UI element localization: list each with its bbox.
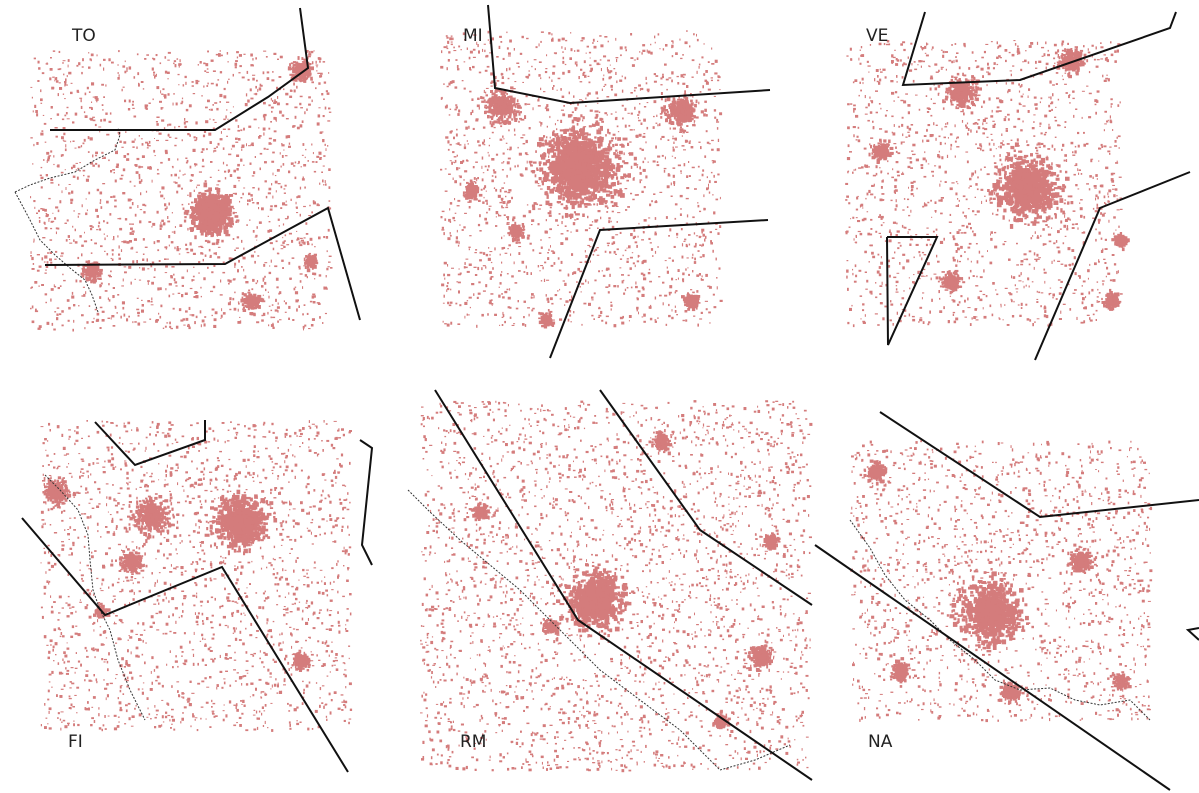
province-boundary-na-edge (1188, 628, 1199, 640)
panel-rm: RM (408, 390, 812, 780)
panel-label-na: NA (868, 732, 893, 752)
panel-label-ve: VE (866, 26, 888, 46)
panel-label-fi: FI (68, 732, 83, 752)
urban-area-na (850, 440, 1152, 722)
province-boundary-na-north (880, 412, 1199, 517)
province-boundary-mi-north (488, 5, 770, 103)
province-boundary-ve-north (903, 12, 1176, 85)
province-boundary-na-south (815, 545, 1170, 790)
panel-fi: FI (22, 420, 372, 772)
urban-area-rm (420, 400, 812, 772)
province-boundary-rm-east (600, 390, 812, 605)
panel-label-to: TO (71, 26, 96, 46)
urban-area-mi (440, 30, 723, 328)
coastline-rm (408, 490, 790, 770)
province-boundary-fi-east (360, 440, 372, 565)
province-boundary-ve-east (1035, 172, 1190, 360)
province-boundary-mi-south (550, 220, 768, 358)
urban-area-fi (41, 420, 353, 732)
panel-label-mi: MI (463, 26, 483, 46)
panel-ve: VE (845, 12, 1190, 360)
panel-label-rm: RM (460, 732, 486, 752)
urban-area-to (30, 50, 333, 332)
panel-na: NA (815, 412, 1199, 790)
panel-mi: MI (440, 5, 770, 358)
panel-to: TO (15, 8, 360, 332)
